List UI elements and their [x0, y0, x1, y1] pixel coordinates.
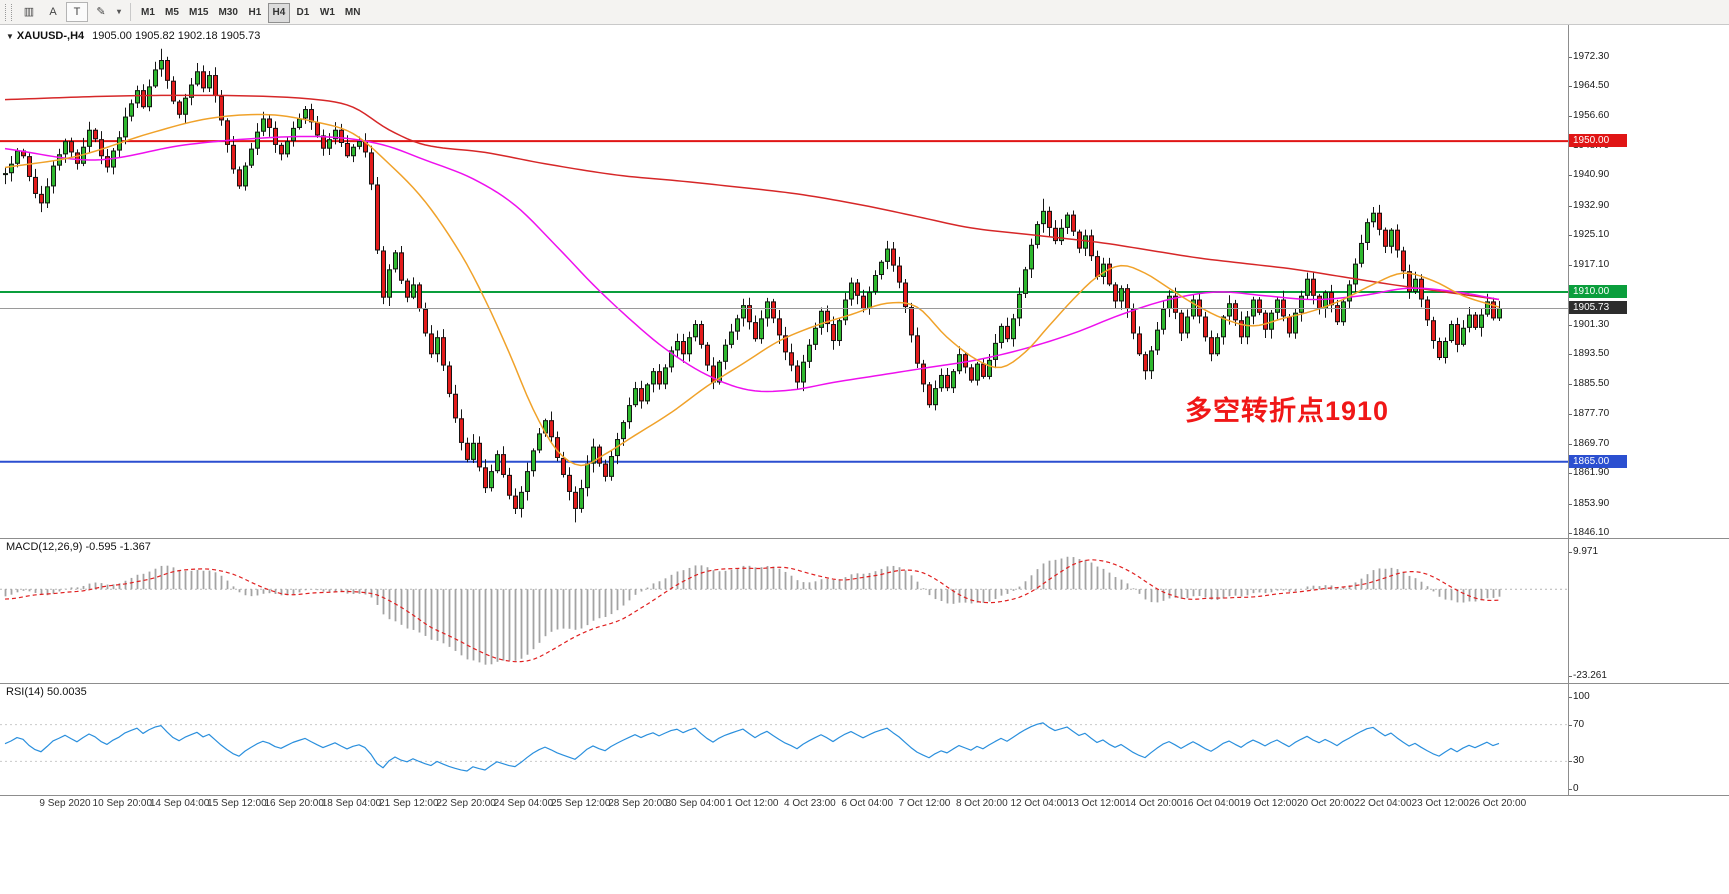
- timeframe-m1-button[interactable]: M1: [137, 3, 159, 23]
- price-axis-tick: 1885.50: [1573, 378, 1610, 390]
- time-axis-label: 18 Sep 04:00: [321, 798, 382, 809]
- text-label-tool-button[interactable]: A: [42, 2, 64, 22]
- toolbar-icon-group: ▥ A T ✎: [17, 2, 113, 22]
- price-axis-tick: 1877.70: [1573, 407, 1610, 419]
- price-line-badge: 1865.00: [1569, 454, 1627, 468]
- time-axis-label: 1 Oct 12:00: [726, 798, 779, 809]
- timeframe-group: M1 M5 M15 M30 H1 H4 D1 W1 MN: [136, 2, 365, 23]
- timeframe-h4-button[interactable]: H4: [267, 2, 290, 23]
- price-axis-tick: 1925.10: [1573, 229, 1610, 241]
- timeframe-d1-button[interactable]: D1: [292, 3, 314, 23]
- draw-tool-button[interactable]: ✎: [90, 2, 112, 22]
- toolbar-grip[interactable]: [5, 3, 12, 21]
- price-axis-separator: [1568, 25, 1569, 795]
- time-axis-label: 26 Oct 20:00: [1468, 798, 1527, 809]
- rsi-axis-tick: 0: [1573, 783, 1579, 794]
- timeframe-m5-button[interactable]: M5: [161, 3, 183, 23]
- time-axis-label: 21 Sep 12:00: [379, 798, 439, 809]
- bid-price-badge: 1905.73: [1569, 301, 1627, 315]
- pane-divider-macd-rsi[interactable]: [0, 683, 1729, 684]
- price-axis-tick: 1932.90: [1573, 199, 1610, 211]
- price-axis-tick: 1901.30: [1573, 318, 1610, 330]
- time-axis-label: 14 Oct 20:00: [1125, 798, 1183, 809]
- symbol-timeframe-label: XAUUSD-,H4: [16, 30, 85, 42]
- time-axis-label: 20 Oct 20:00: [1296, 798, 1355, 809]
- time-axis-label: 15 Sep 12:00: [207, 798, 267, 809]
- time-axis-label: 12 Oct 04:00: [1010, 798, 1068, 809]
- price-line-badge: 1910.00: [1569, 284, 1627, 298]
- time-axis-label: 14 Sep 04:00: [149, 798, 210, 809]
- price-axis-tick: 1869.70: [1573, 437, 1610, 449]
- price-line-badge: 1950.00: [1569, 134, 1627, 148]
- rsi-indicator-label: RSI(14) 50.0035: [6, 686, 87, 698]
- chart-window-icon-button[interactable]: ▥: [18, 2, 40, 22]
- toolbar: ▥ A T ✎ ▾ M1 M5 M15 M30 H1 H4 D1 W1 MN: [0, 0, 1729, 25]
- time-axis-label: 16 Sep 20:00: [264, 798, 324, 809]
- timeframe-mn-button[interactable]: MN: [341, 3, 365, 23]
- pane-divider-rsi-time[interactable]: [0, 795, 1729, 796]
- price-axis-tick: 1861.90: [1573, 467, 1610, 479]
- ohlc-values: 1905.00 1905.82 1902.18 1905.73: [92, 30, 261, 42]
- time-axis-label: 25 Sep 12:00: [550, 798, 611, 809]
- time-axis-label: 9 Sep 2020: [39, 798, 91, 809]
- price-axis-tick: 1956.60: [1573, 110, 1610, 122]
- rsi-axis-tick: 100: [1573, 691, 1590, 702]
- time-axis-label: 10 Sep 20:00: [92, 798, 153, 809]
- time-axis-label: 4 Oct 23:00: [784, 798, 836, 809]
- time-axis-label: 22 Oct 04:00: [1354, 798, 1412, 809]
- macd-axis-tick: -23.261: [1573, 670, 1607, 681]
- toolbar-separator: [130, 3, 131, 21]
- price-axis-tick: 1972.30: [1573, 51, 1610, 62]
- time-axis-label: 28 Sep 20:00: [608, 798, 668, 809]
- text-box-tool-button[interactable]: T: [66, 2, 88, 22]
- timeframe-m30-button[interactable]: M30: [214, 3, 241, 23]
- macd-indicator-label: MACD(12,26,9) -0.595 -1.367: [6, 541, 151, 553]
- time-axis-label: 30 Sep 04:00: [665, 798, 726, 809]
- pane-divider-price-macd[interactable]: [0, 538, 1729, 539]
- price-axis-tick: 1940.90: [1573, 169, 1610, 181]
- time-axis-label: 22 Sep 20:00: [436, 798, 496, 809]
- time-axis-label: 19 Oct 12:00: [1239, 798, 1297, 809]
- rsi-axis-tick: 30: [1573, 755, 1585, 767]
- symbol-dropdown-icon[interactable]: ▼: [6, 32, 14, 41]
- time-axis-label: 6 Oct 04:00: [841, 798, 894, 809]
- macd-axis-tick: 9.971: [1573, 546, 1599, 557]
- timeframe-m15-button[interactable]: M15: [185, 3, 212, 23]
- chart-annotation[interactable]: 多空转折点1910: [1185, 396, 1390, 426]
- time-axis-label: 13 Oct 12:00: [1067, 798, 1126, 809]
- tool-dropdown-caret-icon[interactable]: ▾: [114, 2, 124, 22]
- time-axis-label: 23 Oct 12:00: [1411, 798, 1469, 809]
- timeframe-w1-button[interactable]: W1: [316, 3, 339, 23]
- price-axis-tick: 1917.10: [1573, 259, 1610, 271]
- price-axis-tick: 1893.50: [1573, 348, 1610, 360]
- price-axis-tick: 1853.90: [1573, 497, 1610, 509]
- chart-title: ▼ XAUUSD-,H4 1905.00 1905.82 1902.18 1905.…: [6, 30, 260, 42]
- price-axis-tick: 1846.10: [1573, 527, 1610, 538]
- time-axis-label: 8 Oct 20:00: [955, 798, 1008, 809]
- timeframe-h1-button[interactable]: H1: [244, 3, 266, 23]
- time-axis-label: 24 Sep 04:00: [493, 798, 554, 809]
- price-axis-tick: 1964.50: [1573, 80, 1610, 92]
- time-axis-label: 7 Oct 12:00: [898, 798, 951, 809]
- rsi-axis-tick: 70: [1573, 718, 1585, 730]
- time-axis-label: 16 Oct 04:00: [1182, 798, 1240, 809]
